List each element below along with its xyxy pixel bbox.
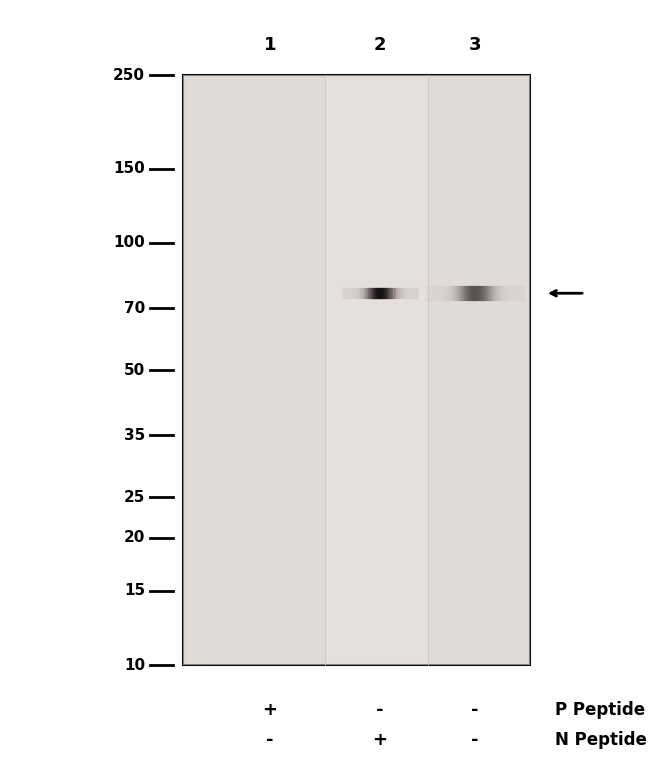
Text: 100: 100 xyxy=(113,235,145,250)
Bar xyxy=(428,75,530,665)
Text: 2: 2 xyxy=(374,36,386,54)
Bar xyxy=(325,75,428,665)
Text: N Peptide: N Peptide xyxy=(555,731,647,749)
Text: 250: 250 xyxy=(113,67,145,82)
Text: 70: 70 xyxy=(124,301,145,316)
Text: -: - xyxy=(471,701,479,719)
Text: 50: 50 xyxy=(124,362,145,378)
Text: 150: 150 xyxy=(113,162,145,176)
Bar xyxy=(183,75,530,665)
Text: -: - xyxy=(471,731,479,749)
Text: -: - xyxy=(266,731,274,749)
Text: +: + xyxy=(263,701,278,719)
Bar xyxy=(183,75,325,665)
Text: P Peptide: P Peptide xyxy=(555,701,645,719)
Text: 10: 10 xyxy=(124,658,145,673)
Text: +: + xyxy=(372,731,387,749)
Text: 35: 35 xyxy=(124,428,145,443)
Text: 3: 3 xyxy=(469,36,481,54)
Text: 25: 25 xyxy=(124,489,145,505)
Text: 15: 15 xyxy=(124,583,145,598)
Text: 20: 20 xyxy=(124,531,145,546)
Text: -: - xyxy=(376,701,384,719)
Text: 1: 1 xyxy=(264,36,276,54)
